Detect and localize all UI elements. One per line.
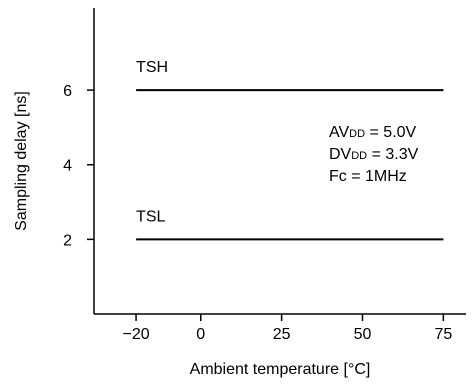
y-tick-label: 6	[63, 83, 72, 100]
x-tick-label: 0	[196, 326, 205, 343]
y-axis-label: Sampling delay [ns]	[13, 91, 30, 231]
conditions-annotation: AVDD = 5.0V DVDD = 3.3V Fc = 1MHz	[329, 124, 419, 185]
condition-line: DVDD = 3.3V	[329, 146, 419, 163]
x-axis-label: Ambient temperature [°C]	[190, 361, 371, 378]
x-tick-label: 25	[273, 326, 291, 343]
y-tick-label: 4	[63, 158, 72, 175]
y-tick-label: 2	[63, 232, 72, 249]
condition-line: AVDD = 5.0V	[329, 124, 417, 141]
x-tick-label: 50	[354, 326, 372, 343]
series-layer: TSH TSL	[136, 59, 444, 241]
x-ticks: −20 0 25 50 75	[122, 314, 452, 343]
condition-line: Fc = 1MHz	[329, 168, 407, 185]
x-tick-label: 75	[434, 326, 452, 343]
series-label-tsh: TSH	[136, 59, 168, 76]
y-ticks: 2 4 6	[63, 83, 94, 249]
x-tick-label: −20	[122, 326, 149, 343]
plot-axes	[93, 8, 466, 315]
series-label-tsl: TSL	[136, 208, 165, 225]
